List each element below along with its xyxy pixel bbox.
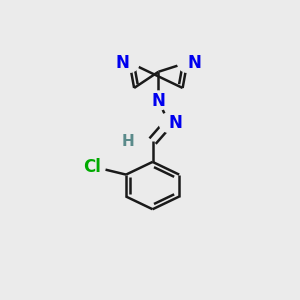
- Text: N: N: [187, 54, 201, 72]
- Text: H: H: [122, 134, 134, 148]
- Circle shape: [149, 91, 168, 110]
- Circle shape: [120, 53, 139, 72]
- Circle shape: [178, 53, 197, 72]
- Circle shape: [80, 154, 105, 179]
- Text: Cl: Cl: [84, 158, 101, 175]
- Text: N: N: [169, 114, 183, 132]
- Text: N: N: [116, 54, 130, 72]
- Circle shape: [159, 113, 178, 132]
- Circle shape: [127, 134, 141, 148]
- Text: N: N: [152, 92, 165, 110]
